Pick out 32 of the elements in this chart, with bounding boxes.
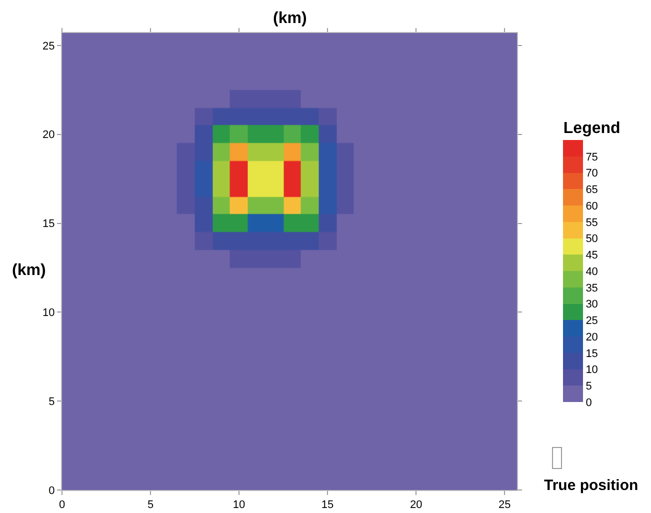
color-bar-label: 35 — [586, 282, 598, 294]
text: True position — [544, 477, 638, 494]
y-tick-label: 25 — [42, 40, 55, 52]
y-tick-label: 15 — [42, 218, 55, 230]
color-bar-label: 15 — [586, 348, 598, 360]
color-bar-title: Legend — [563, 120, 620, 138]
color-bar-label: 75 — [586, 151, 598, 164]
color-bar-label: 10 — [586, 364, 598, 376]
color-bar-label: 40 — [586, 266, 598, 278]
color-bar-label: 5 — [586, 380, 592, 393]
y-tick-label: 0 — [48, 484, 55, 497]
x-tick-label: 25 — [498, 499, 511, 512]
color-bar-label: 70 — [586, 168, 598, 180]
x-tick-label: 5 — [147, 499, 154, 512]
x-tick-label: 10 — [232, 499, 246, 512]
x-tick-label: 0 — [58, 499, 66, 512]
y-tick-label: 20 — [42, 129, 55, 142]
color-bar-label: 25 — [586, 315, 598, 328]
y-axis-title: (km) — [12, 262, 46, 279]
y-tick-label: 5 — [48, 396, 55, 408]
color-bar-label: 60 — [586, 200, 598, 212]
x-axis-title: (km) — [273, 10, 307, 27]
x-tick-label: 15 — [321, 499, 334, 512]
color-bar-label: 55 — [586, 216, 598, 229]
color-bar-label: 0 — [586, 396, 592, 409]
color-bar-label: 20 — [586, 331, 598, 344]
color-bar-label: 50 — [586, 233, 598, 246]
color-bar-label: 30 — [586, 298, 598, 311]
y-tick-label: 10 — [42, 307, 55, 320]
color-bar-label: 65 — [586, 184, 598, 196]
x-tick-label: 20 — [410, 499, 422, 512]
color-bar-label: 45 — [586, 250, 598, 262]
